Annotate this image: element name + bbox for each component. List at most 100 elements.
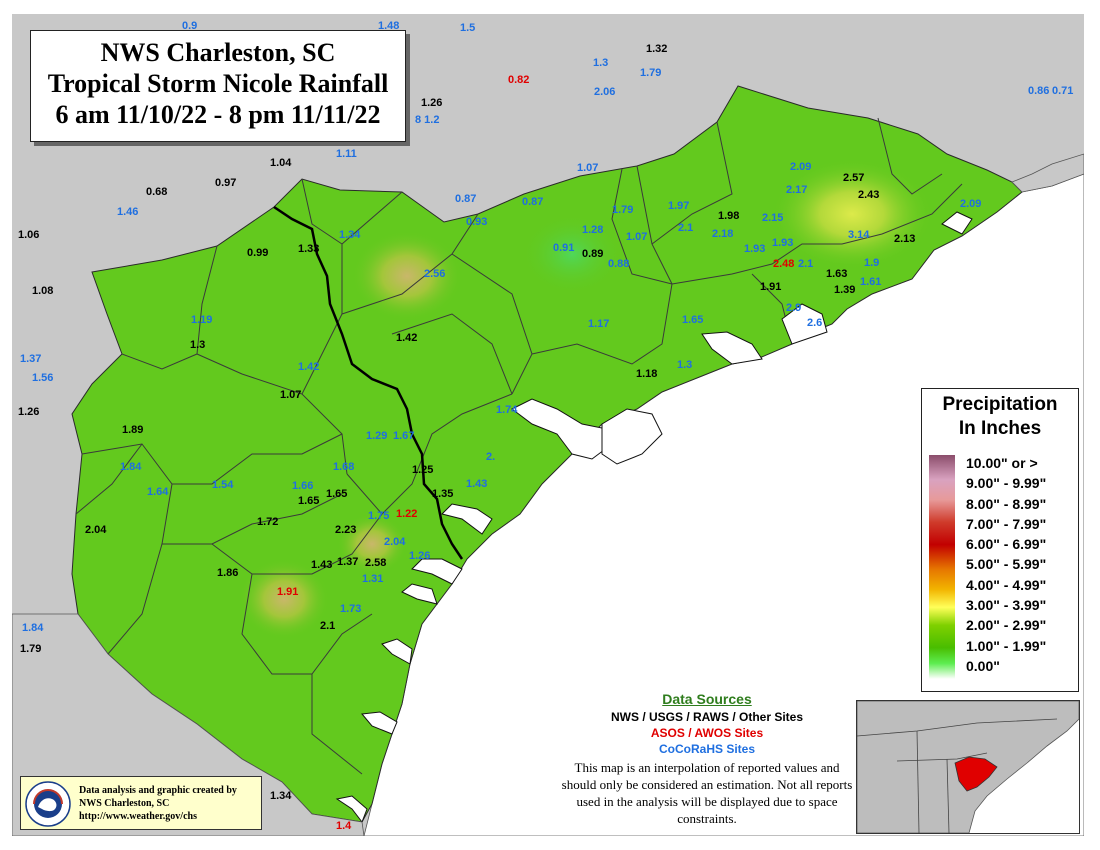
- observation-cocorahs: 1.79: [640, 67, 662, 79]
- legend-title-line-2: In Inches: [958, 418, 1042, 439]
- observation-cocorahs: 1.54: [212, 479, 234, 491]
- observation-cocorahs: 1.75: [368, 510, 390, 522]
- legend-item: 8.00" - 8.99": [966, 495, 1047, 512]
- observation-nws: 1.08: [32, 285, 54, 297]
- observation-cocorahs: 1.93: [744, 243, 766, 255]
- observation-cocorahs: 1.28: [582, 224, 604, 236]
- observation-cocorahs: 1.46: [117, 206, 139, 218]
- observation-nws: 0.68: [146, 186, 168, 198]
- observation-cocorahs: 1.17: [588, 318, 610, 330]
- legend-title: Precipitation In Inches: [922, 393, 1078, 441]
- observation-nws: 1.04: [270, 157, 292, 169]
- observation-nws: 1.72: [257, 516, 279, 528]
- nws-logo-icon: [25, 781, 71, 827]
- credit-text: Data analysis and graphic created by NWS…: [79, 784, 237, 823]
- observation-nws: 1.43: [311, 559, 333, 571]
- observation-cocorahs: 2.1: [678, 222, 694, 234]
- observation-cocorahs: 1.97: [668, 200, 690, 212]
- observation-cocorahs: 2.09: [790, 161, 812, 173]
- observation-cocorahs: 1.31: [362, 573, 384, 585]
- state-boundary: [273, 205, 464, 560]
- inset-locator-map: [856, 700, 1080, 834]
- observation-nws: 2.04: [85, 524, 107, 536]
- observation-cocorahs: 1.19: [191, 314, 213, 326]
- observation-nws: 1.06: [18, 229, 40, 241]
- source-cocorahs: CoCoRaHS Sites: [658, 742, 756, 756]
- map-title: NWS Charleston, SC Tropical Storm Nicole…: [30, 30, 406, 142]
- source-asos: ASOS / AWOS Sites: [650, 726, 764, 740]
- rain-max-southwest: [239, 559, 329, 639]
- observation-cocorahs: 2.1: [798, 258, 814, 270]
- nc-coast-land: [1011, 153, 1084, 193]
- observation-cocorahs: 0.86: [1028, 85, 1050, 97]
- observation-nws: 0.97: [215, 177, 237, 189]
- observation-cocorahs: 1.5: [460, 22, 476, 34]
- observation-cocorahs: 1.84: [22, 622, 44, 634]
- observation-asos: 1.22: [396, 508, 418, 520]
- observation-cocorahs: 1.61: [860, 276, 882, 288]
- observation-nws: 1.07: [280, 389, 302, 401]
- observation-cocorahs: 1.3: [593, 57, 609, 69]
- observation-cocorahs: 2.17: [786, 184, 808, 196]
- observation-cocorahs: 0.91: [553, 242, 575, 254]
- observation-cocorahs: 3.14: [848, 229, 870, 241]
- observation-nws: 2.23: [335, 524, 357, 536]
- observation-nws: 2.1: [320, 620, 336, 632]
- rain-max-central: [352, 231, 462, 321]
- legend-title-line-1: Precipitation: [942, 394, 1058, 415]
- title-line-3: 6 am 11/10/22 - 8 pm 11/11/22: [55, 100, 381, 129]
- observation-nws: 1.34: [270, 790, 292, 802]
- observation-cocorahs: 2.15: [762, 212, 784, 224]
- observation-cocorahs: 1.11: [336, 148, 357, 160]
- inset-map-graphic: [857, 701, 1079, 833]
- legend-color-ramp: [929, 455, 955, 679]
- observation-nws: 1.32: [646, 43, 668, 55]
- observation-nws: 1.91: [760, 281, 782, 293]
- legend-item: 1.00" - 1.99": [966, 637, 1047, 654]
- observation-cocorahs: 0.71: [1052, 85, 1074, 97]
- observation-cocorahs: 1.79: [612, 204, 634, 216]
- data-sources-title: Data Sources: [662, 691, 752, 707]
- observation-nws: 1.89: [122, 424, 144, 436]
- observation-cocorahs: 1.07: [577, 162, 599, 174]
- inset-highlight-region: [954, 756, 998, 792]
- observation-cocorahs: 1.43: [466, 478, 488, 490]
- observation-cocorahs: 0.9: [182, 20, 198, 32]
- observation-nws: 1.26: [18, 406, 40, 418]
- observation-cocorahs: 1.42: [298, 361, 320, 373]
- observation-cocorahs: 0.88: [608, 258, 630, 270]
- observation-cocorahs: 2.9: [786, 302, 802, 314]
- observation-nws: 1.25: [412, 464, 434, 476]
- observation-nws: 1.63: [826, 268, 848, 280]
- coastal-waterways: [335, 211, 973, 824]
- observation-cocorahs: 1.07: [626, 231, 648, 243]
- observation-nws: 1.35: [432, 488, 454, 500]
- observation-nws: 1.65: [326, 488, 348, 500]
- credit-box: Data analysis and graphic created by NWS…: [20, 776, 262, 830]
- credit-line-1: Data analysis and graphic created by: [79, 785, 237, 796]
- legend-item: 5.00" - 5.99": [966, 556, 1047, 573]
- rain-min-berkeley: [522, 214, 622, 294]
- precipitation-legend: Precipitation In Inches 10.00" or > 9.00…: [921, 388, 1079, 692]
- observation-cocorahs: 2.6: [807, 317, 823, 329]
- rainfall-map: [12, 14, 1084, 836]
- observation-nws: 0.99: [247, 247, 269, 259]
- observation-cocorahs: 1.64: [147, 486, 169, 498]
- observation-nws: 1.26: [421, 97, 443, 109]
- observation-cocorahs: 1.34: [339, 229, 361, 241]
- observation-cocorahs: 1.56: [32, 372, 54, 384]
- observation-cocorahs: 1.74: [496, 404, 518, 416]
- observation-cocorahs: 8 1.2: [415, 114, 440, 126]
- source-nws: NWS / USGS / RAWS / Other Sites: [610, 710, 804, 724]
- legend-items: 10.00" or > 9.00" - 9.99" 8.00" - 8.99" …: [966, 453, 1046, 676]
- observation-cocorahs: 0.87: [455, 193, 477, 205]
- observation-cocorahs: 1.48: [378, 20, 400, 32]
- observation-cocorahs: 2.06: [594, 86, 616, 98]
- disclaimer: This map is an interpolation of reported…: [561, 760, 853, 826]
- observation-nws: 2.13: [894, 233, 916, 245]
- observation-cocorahs: 1.68: [333, 461, 355, 473]
- credit-line-3: http://www.weather.gov/chs: [79, 811, 197, 822]
- legend-item: 7.00" - 7.99": [966, 515, 1047, 532]
- observation-nws: 1.98: [718, 210, 740, 222]
- observation-nws: 1.33: [298, 243, 320, 255]
